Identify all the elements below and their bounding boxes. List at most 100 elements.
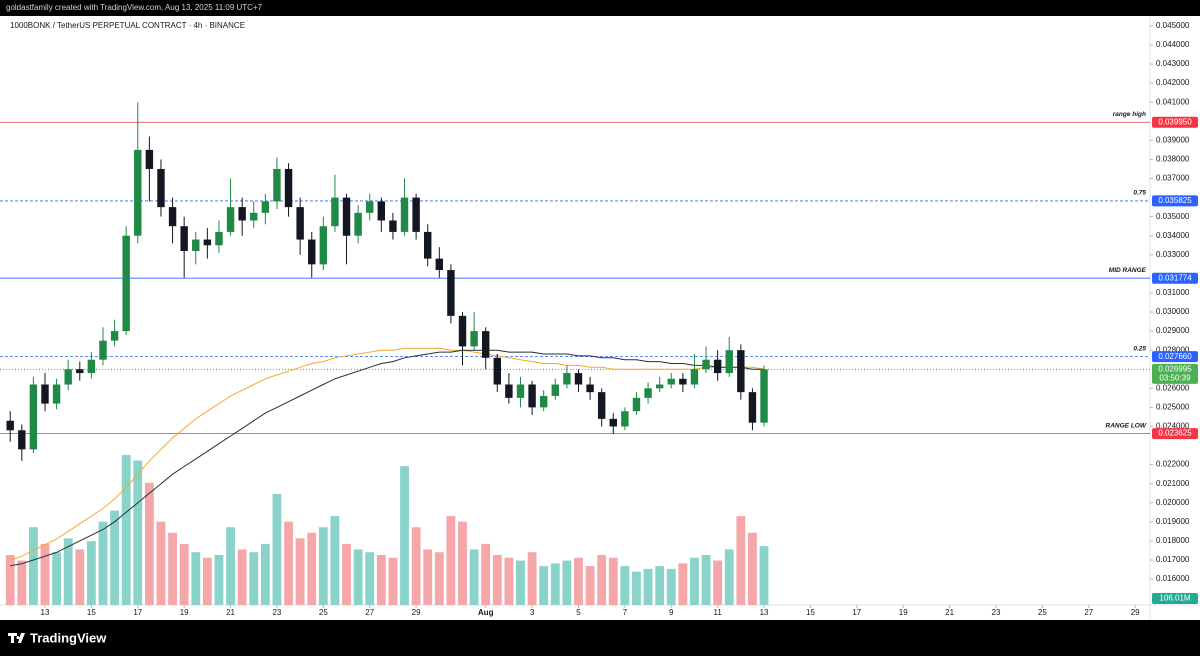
candle-body	[737, 350, 745, 393]
candle-body	[702, 359, 710, 370]
candle-body	[41, 384, 49, 404]
y-tick-label: 0.033000	[1156, 250, 1190, 259]
candle-body	[296, 207, 304, 240]
volume-bar	[295, 538, 305, 605]
volume-bar	[237, 549, 247, 605]
volume-bar	[63, 538, 73, 605]
volume-bar	[179, 543, 189, 605]
y-tick-label: 0.028000	[1156, 345, 1190, 354]
x-tick-label: 15	[87, 608, 96, 617]
moving-average	[10, 349, 764, 567]
footer-logo: TradingView	[8, 630, 107, 645]
y-tick-label: 0.041000	[1156, 97, 1190, 106]
volume-bar	[678, 563, 688, 605]
level-tag-box	[1152, 272, 1198, 284]
volume-bar	[411, 527, 421, 605]
candle-body	[505, 384, 513, 398]
candle-body	[76, 369, 84, 374]
candle-body	[308, 239, 316, 265]
credit: goldastfamily created with TradingView.c…	[6, 3, 263, 12]
level-label: 0.75	[1133, 190, 1146, 197]
candle-body	[609, 418, 617, 427]
chart-title: 1000BONK / TetherUS PERPETUAL CONTRACT ·…	[10, 21, 245, 30]
candle-body	[354, 212, 362, 236]
volume-bar	[40, 543, 50, 605]
moving-average	[10, 347, 765, 561]
level-label: range high	[1113, 111, 1146, 118]
candle-body	[412, 197, 420, 232]
x-tick-label: 7	[623, 608, 628, 617]
y-tick-label: 0.021000	[1156, 479, 1190, 488]
volume-bar	[446, 516, 456, 605]
logo-text: TradingView	[30, 630, 107, 645]
volume-bar	[759, 546, 769, 605]
level-tag-label: 0.039950	[1158, 117, 1192, 126]
candle-body	[644, 388, 652, 398]
candle-body	[261, 201, 270, 213]
candle-body	[563, 373, 571, 385]
volume-bar	[144, 482, 154, 605]
candle-body	[52, 384, 61, 404]
volume-bar	[226, 527, 235, 605]
y-tick-label: 0.019000	[1156, 517, 1190, 526]
y-tick-label: 0.037000	[1156, 174, 1190, 183]
candle-body	[180, 226, 188, 251]
candle-body	[389, 220, 397, 232]
candle-body	[551, 384, 559, 396]
candle-body	[29, 384, 38, 450]
volume-bar	[701, 555, 711, 605]
volume-bar	[666, 568, 676, 605]
last-price-label: 0.026995	[1158, 364, 1192, 373]
candle-body	[192, 239, 200, 251]
volume-bar	[597, 555, 607, 605]
y-tick-label: 0.026000	[1156, 383, 1190, 392]
volume-bar	[585, 566, 595, 605]
volume-bar	[376, 555, 386, 605]
volume-bar	[98, 521, 108, 605]
candle-body	[424, 231, 432, 259]
volume-bar	[353, 549, 363, 605]
x-tick-label: 9	[669, 608, 674, 617]
candle-body	[319, 226, 328, 265]
candle-body	[64, 369, 72, 385]
candle-body	[250, 212, 258, 221]
x-tick-label: 15	[806, 608, 815, 617]
x-tick-label: 27	[1084, 608, 1093, 617]
candle-body	[168, 207, 177, 227]
candle-body	[725, 350, 733, 374]
candle-body	[528, 384, 536, 408]
candle-body	[145, 149, 154, 169]
volume-bar	[307, 532, 317, 605]
chart-area	[0, 16, 1200, 620]
x-tick-label: 11	[713, 608, 722, 617]
candle-body	[690, 369, 699, 385]
countdown: 03:50:39	[1159, 373, 1191, 382]
y-tick-label: 0.020000	[1156, 498, 1190, 507]
x-tick-label: 29	[412, 608, 421, 617]
volume-bar	[748, 532, 757, 605]
x-tick-label: 25	[1038, 608, 1047, 617]
volume-bar	[5, 555, 15, 605]
x-tick-label: 21	[226, 608, 235, 617]
level-label: RANGE LOW	[1106, 422, 1147, 429]
volume-bar	[469, 549, 479, 605]
level-tag-box	[1152, 428, 1198, 440]
candle-body	[470, 331, 478, 347]
volume-bar	[388, 557, 398, 605]
volume-bar	[516, 560, 525, 605]
y-tick-label: 0.024000	[1156, 422, 1190, 431]
y-tick-label: 0.018000	[1156, 536, 1190, 545]
level-tag-label: 0.031774	[1158, 273, 1192, 282]
y-tick-label: 0.022000	[1156, 460, 1190, 469]
volume-bar	[655, 566, 665, 605]
y-tick-label: 0.034000	[1156, 231, 1190, 240]
candle-body	[366, 201, 374, 213]
volume-bar	[724, 549, 734, 605]
volume-bar	[17, 560, 27, 605]
candle-body	[760, 369, 768, 423]
volume-bar	[202, 557, 212, 605]
x-tick-label: 21	[945, 608, 954, 617]
y-tick-label: 0.035000	[1156, 212, 1190, 221]
level-tag-box	[1152, 195, 1198, 207]
